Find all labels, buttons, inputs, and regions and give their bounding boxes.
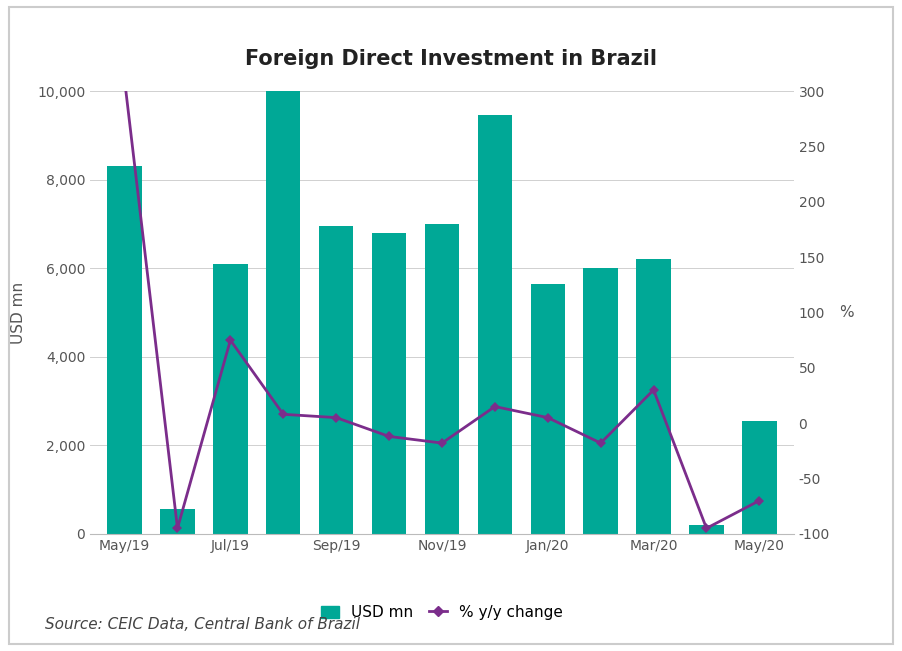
Bar bbox=[584, 268, 618, 534]
Legend: USD mn, % y/y change: USD mn, % y/y change bbox=[315, 599, 569, 626]
Bar bbox=[478, 115, 512, 534]
Text: Foreign Direct Investment in Brazil: Foreign Direct Investment in Brazil bbox=[245, 49, 657, 68]
Bar bbox=[107, 167, 142, 534]
Bar bbox=[372, 233, 406, 534]
Bar bbox=[425, 224, 459, 534]
Bar bbox=[530, 284, 565, 534]
Bar bbox=[742, 421, 777, 534]
Bar bbox=[637, 259, 671, 534]
Bar bbox=[213, 264, 247, 534]
Bar bbox=[319, 226, 354, 534]
Y-axis label: USD mn: USD mn bbox=[11, 281, 26, 344]
Text: Source: CEIC Data, Central Bank of Brazil: Source: CEIC Data, Central Bank of Brazi… bbox=[45, 617, 360, 633]
Bar bbox=[689, 525, 723, 534]
Y-axis label: %: % bbox=[839, 305, 854, 320]
Bar bbox=[161, 510, 195, 534]
Bar bbox=[266, 89, 300, 534]
